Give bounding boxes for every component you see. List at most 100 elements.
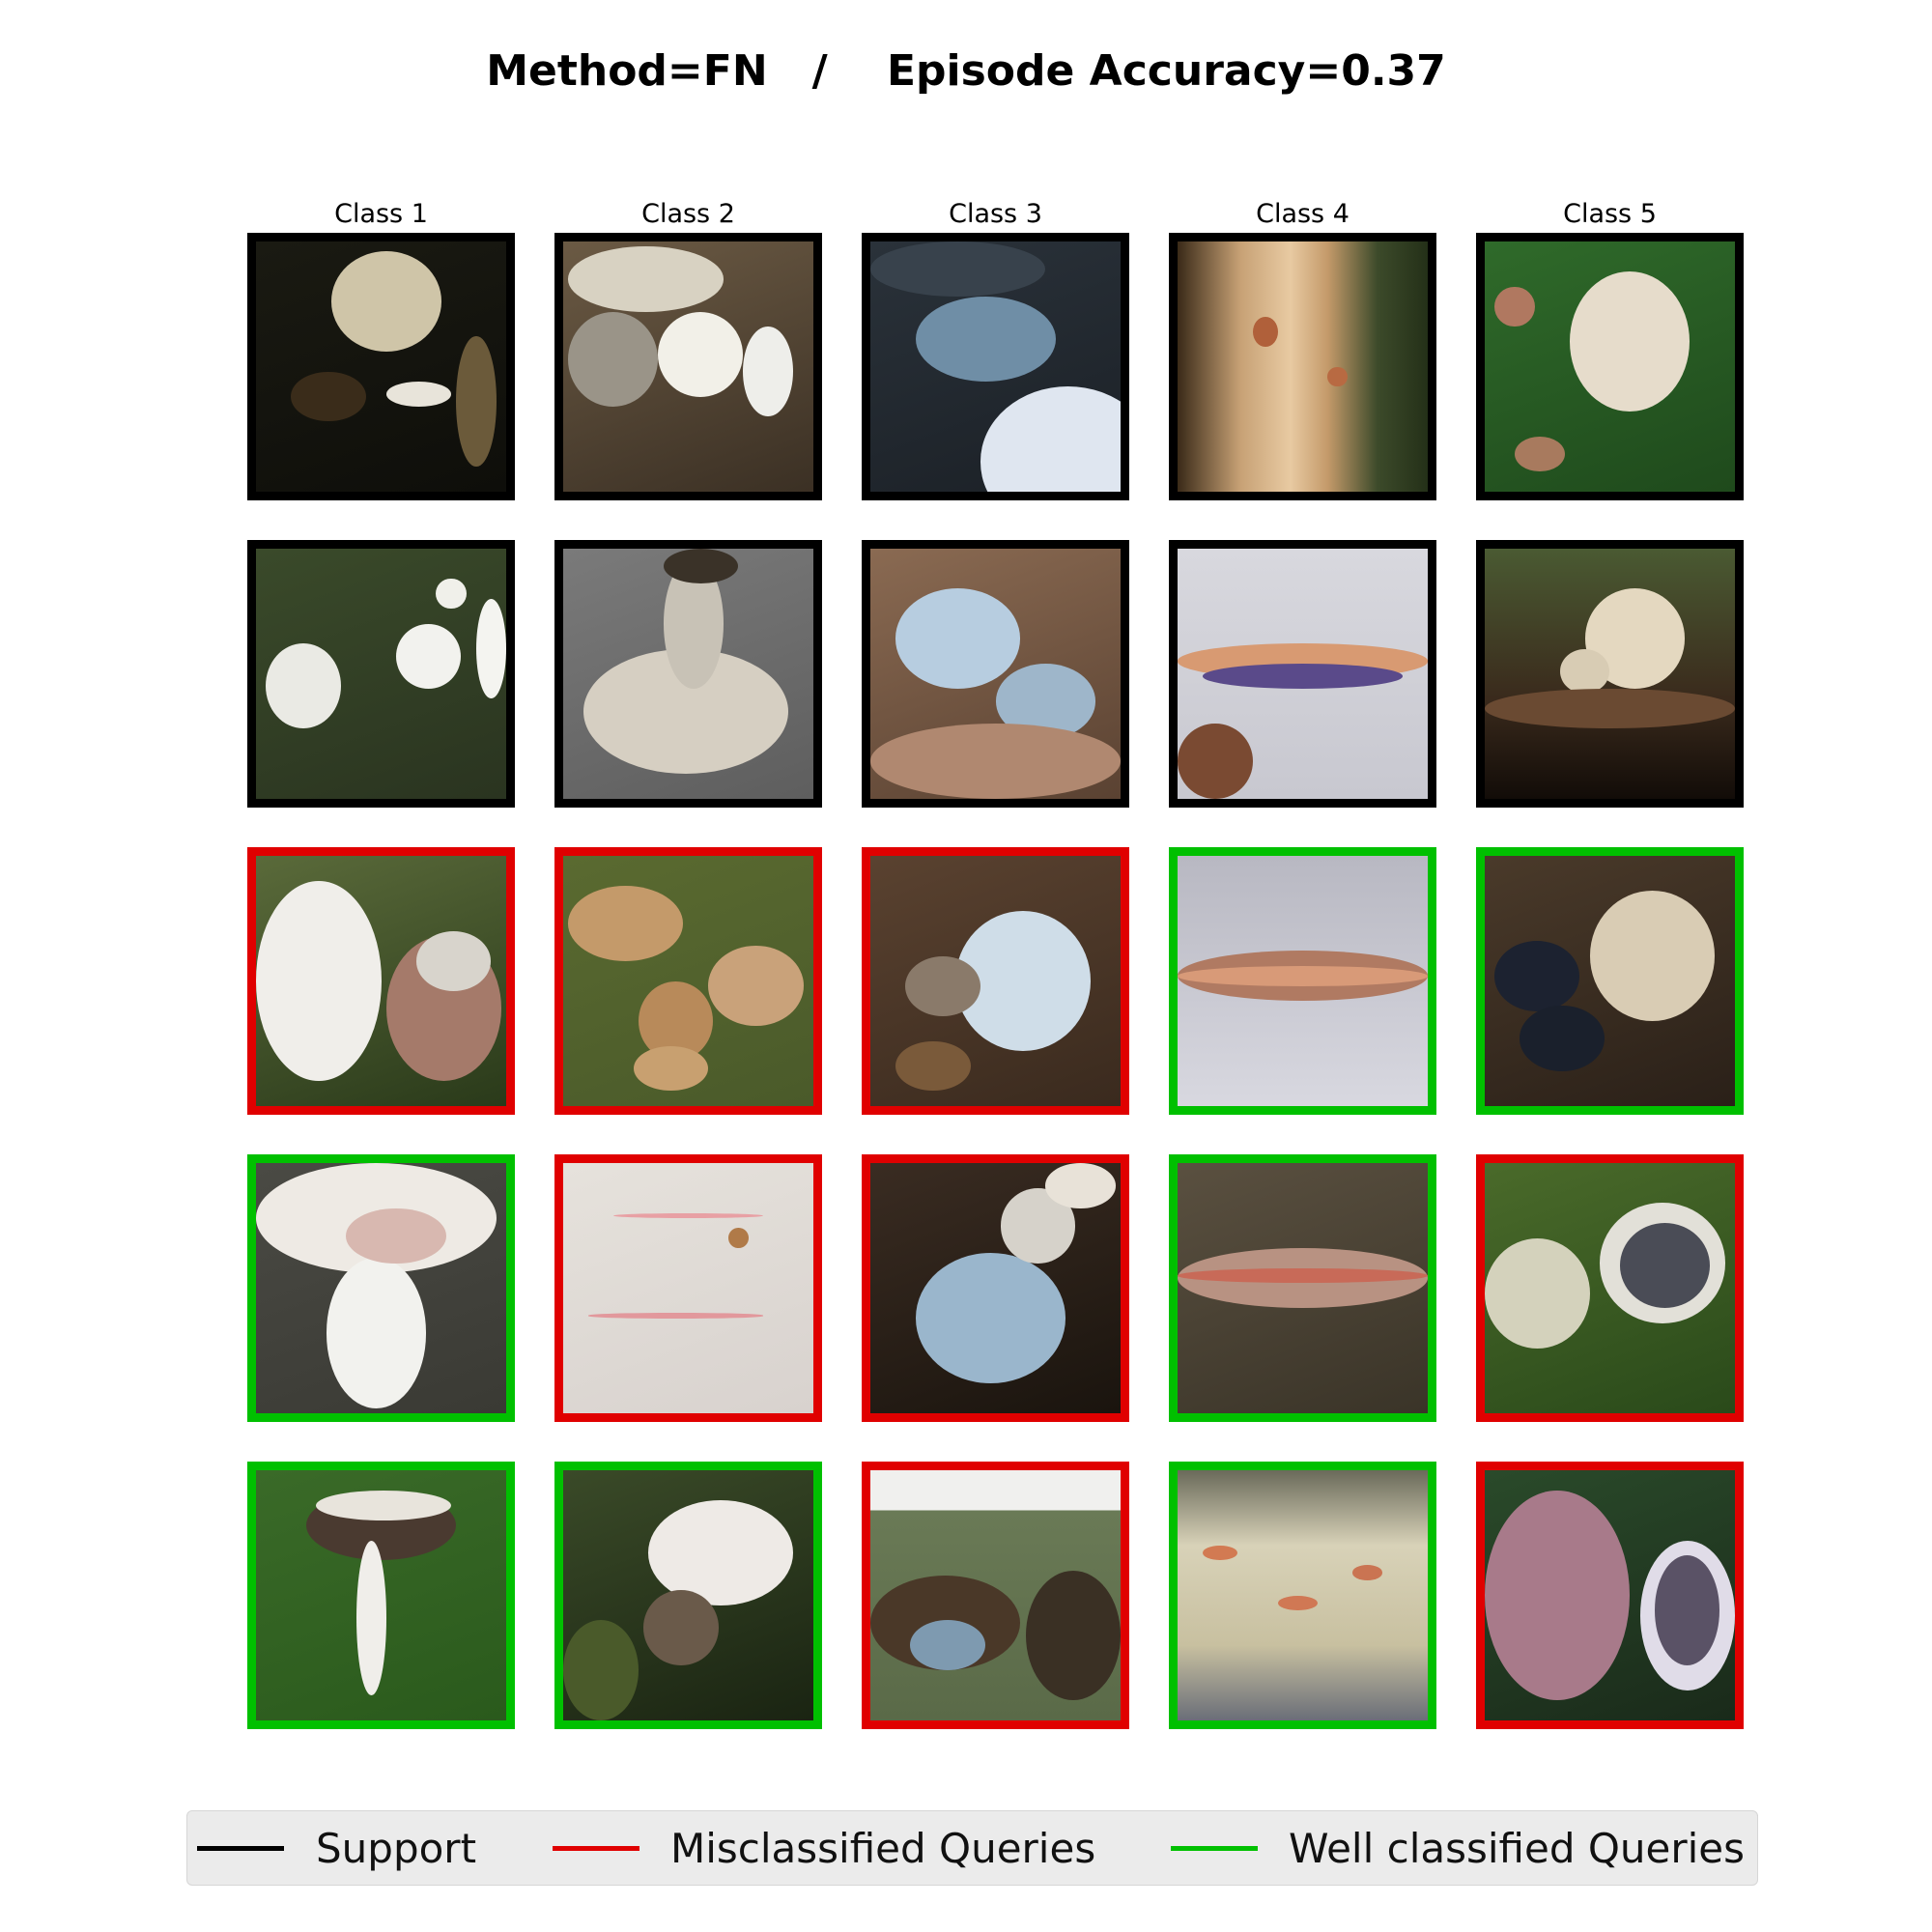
photo-region <box>346 1208 446 1264</box>
photo-region <box>1202 1545 1238 1561</box>
column-label-class-2: Class 2 <box>641 199 735 229</box>
mushroom-photo <box>1178 856 1428 1106</box>
mushroom-photo <box>870 856 1121 1106</box>
support-image-r2-c5 <box>1476 540 1744 808</box>
column-label-class-1: Class 1 <box>334 199 428 229</box>
query-image-misclassified-r3-c1 <box>247 847 515 1115</box>
column-label-class-5: Class 5 <box>1563 199 1657 229</box>
mushroom-photo <box>1178 1470 1428 1720</box>
photo-region <box>910 1620 986 1671</box>
legend: Support Misclassified Queries Well class… <box>186 1810 1758 1886</box>
query-image-misclassified-r3-c3 <box>862 847 1129 1115</box>
query-image-well-r5-c1 <box>247 1462 515 1729</box>
photo-region <box>612 1212 764 1218</box>
query-image-well-r3-c5 <box>1476 847 1744 1115</box>
mushroom-photo <box>563 1163 813 1413</box>
legend-swatch-support <box>197 1846 284 1851</box>
mushroom-photo <box>256 242 506 492</box>
photo-region <box>568 311 659 407</box>
support-image-r1-c5 <box>1476 233 1744 500</box>
photo-region <box>415 930 492 991</box>
photo-region <box>1178 965 1428 986</box>
mushroom-photo <box>870 1470 1121 1720</box>
legend-swatch-misclassified <box>553 1846 639 1851</box>
support-image-r1-c2 <box>554 233 822 500</box>
photo-region <box>563 1620 639 1720</box>
query-image-misclassified-r4-c2 <box>554 1154 822 1422</box>
photo-region <box>1352 1565 1383 1580</box>
photo-region <box>895 588 1021 690</box>
photo-region <box>291 371 366 422</box>
support-image-r2-c4 <box>1169 540 1436 808</box>
mushroom-photo <box>256 856 506 1106</box>
mushroom-photo <box>870 1163 1121 1413</box>
photo-region <box>895 1040 971 1092</box>
legend-label-support: Support <box>316 1825 477 1872</box>
photo-region <box>905 955 980 1016</box>
mushroom-photo <box>1485 549 1735 799</box>
query-image-misclassified-r4-c5 <box>1476 1154 1744 1422</box>
query-image-well-r4-c1 <box>247 1154 515 1422</box>
mushroom-photo <box>563 549 813 799</box>
support-image-r2-c1 <box>247 540 515 808</box>
photo-region <box>456 336 497 468</box>
mushroom-photo <box>1178 1163 1428 1413</box>
photo-region <box>1559 648 1610 695</box>
photo-region <box>1327 366 1349 387</box>
photo-region <box>1485 689 1735 729</box>
mushroom-photo <box>870 242 1121 492</box>
mushroom-photo <box>870 549 1121 799</box>
photo-region <box>330 251 441 352</box>
photo-region <box>743 327 794 417</box>
query-image-well-r4-c4 <box>1169 1154 1436 1422</box>
support-image-r1-c4 <box>1169 233 1436 500</box>
photo-region <box>1178 724 1253 799</box>
mushroom-photo <box>563 1470 813 1720</box>
photo-region <box>355 1540 386 1696</box>
support-image-r1-c1 <box>247 233 515 500</box>
query-image-well-r5-c4 <box>1169 1462 1436 1729</box>
photo-region <box>1494 286 1535 327</box>
photo-region <box>1520 1006 1605 1071</box>
mushroom-photo <box>256 1163 506 1413</box>
photo-region <box>385 382 451 407</box>
mushroom-photo <box>1485 856 1735 1106</box>
photo-region <box>663 549 739 584</box>
support-image-r2-c3 <box>862 540 1129 808</box>
photo-region <box>727 1228 749 1249</box>
column-label-class-4: Class 4 <box>1256 199 1350 229</box>
photo-region <box>568 886 684 961</box>
photo-region <box>1485 1237 1590 1349</box>
photo-region <box>1045 1163 1116 1208</box>
photo-region <box>642 1590 719 1665</box>
mushroom-photo <box>256 549 506 799</box>
photo-region <box>1277 1595 1319 1611</box>
photo-region <box>915 296 1056 383</box>
photo-region <box>915 1253 1065 1383</box>
mushroom-photo <box>1485 242 1735 492</box>
photo-region <box>1515 437 1565 472</box>
photo-region <box>648 1500 794 1605</box>
photo-region <box>980 386 1121 492</box>
support-image-r1-c3 <box>862 233 1129 500</box>
photo-region <box>658 311 744 397</box>
photo-region <box>326 1258 427 1408</box>
mushroom-photo <box>563 856 813 1106</box>
photo-region <box>708 946 804 1027</box>
query-image-well-r3-c4 <box>1169 847 1436 1115</box>
mushroom-photo <box>1485 1470 1735 1720</box>
photo-region <box>475 598 506 699</box>
figure-title: Method=FN / Episode Accuracy=0.37 <box>486 46 1446 96</box>
photo-region <box>436 579 467 610</box>
photo-region <box>1570 271 1690 412</box>
photo-region <box>316 1490 452 1520</box>
mushroom-photo <box>1178 549 1428 799</box>
mushroom-photo <box>1485 1163 1735 1413</box>
query-image-misclassified-r4-c3 <box>862 1154 1129 1422</box>
photo-region <box>256 880 382 1082</box>
photo-region <box>1202 664 1404 690</box>
photo-region <box>266 643 342 729</box>
photo-region <box>870 242 1046 297</box>
legend-swatch-well-classified <box>1171 1846 1258 1851</box>
photo-region <box>1589 891 1716 1021</box>
